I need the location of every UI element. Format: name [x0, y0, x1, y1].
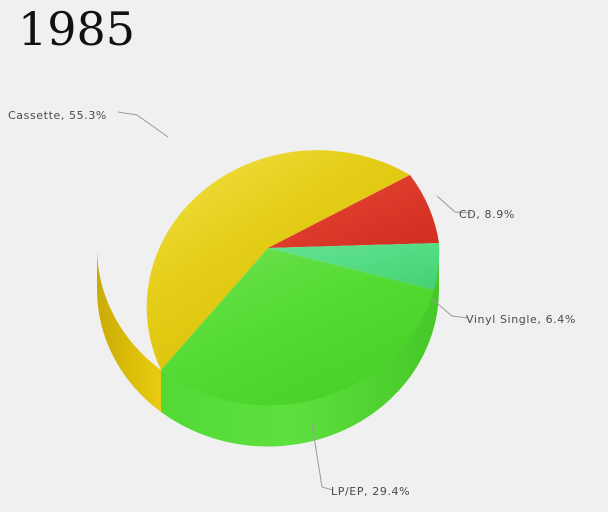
label-cd: CD, 8.9% [459, 208, 515, 221]
leader-line-vinyl-single [431, 298, 469, 319]
slice-labels: Cassette, 55.3% CD, 8.9% Vinyl Single, 6… [8, 109, 576, 498]
leader-line-cassette [117, 111, 169, 138]
label-lp-ep: LP/EP, 29.4% [331, 485, 410, 498]
pie-top-faces [146, 150, 440, 406]
slice-side-lpep [161, 248, 439, 447]
pie-slice-vinyl-single [268, 243, 440, 290]
label-cassette: Cassette, 55.3% [8, 109, 107, 122]
pie-slice-lp-ep [161, 248, 434, 406]
pie-slice-cd [268, 175, 439, 248]
pie-slice-cassette [146, 150, 410, 370]
leader-line-cd [436, 195, 472, 214]
slice-side-cassette [97, 248, 161, 412]
label-vinyl-single: Vinyl Single, 6.4% [466, 313, 576, 326]
leader-lines [117, 111, 472, 491]
page-title: 1985 [18, 2, 136, 56]
leader-line-lp-ep [311, 423, 334, 491]
